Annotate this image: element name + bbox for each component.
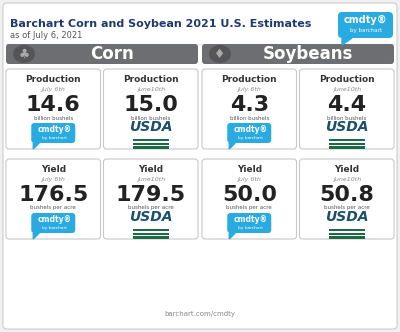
Text: billion bushels: billion bushels [34, 116, 73, 121]
Text: USDA: USDA [325, 120, 368, 134]
Text: June10th: June10th [333, 87, 361, 92]
Text: June10th: June10th [333, 177, 361, 182]
Ellipse shape [209, 45, 231, 63]
Bar [329, 236, 365, 239]
Text: billion bushels: billion bushels [230, 116, 269, 121]
FancyBboxPatch shape [338, 12, 393, 38]
Bar [133, 139, 169, 141]
FancyBboxPatch shape [300, 69, 394, 149]
Text: as of July 6, 2021: as of July 6, 2021 [10, 31, 82, 40]
Polygon shape [33, 233, 39, 239]
FancyBboxPatch shape [202, 159, 296, 239]
Polygon shape [229, 143, 235, 149]
Ellipse shape [13, 45, 35, 63]
Polygon shape [33, 143, 39, 149]
Text: 4.4: 4.4 [327, 95, 366, 115]
Bar [329, 146, 365, 149]
FancyBboxPatch shape [31, 213, 75, 233]
Text: June10th: June10th [137, 177, 165, 182]
Text: ♦: ♦ [214, 47, 226, 60]
Text: Production: Production [123, 74, 178, 84]
Text: cmdty®: cmdty® [37, 215, 71, 224]
FancyBboxPatch shape [202, 69, 296, 149]
Bar [329, 229, 365, 231]
Text: Yield: Yield [334, 164, 359, 174]
Text: bushels per acre: bushels per acre [128, 206, 174, 210]
Text: cmdty®: cmdty® [344, 15, 387, 25]
FancyBboxPatch shape [6, 69, 100, 149]
Bar [329, 143, 365, 145]
FancyBboxPatch shape [300, 159, 394, 239]
Bar [133, 229, 169, 231]
Text: billion bushels: billion bushels [327, 116, 366, 121]
FancyBboxPatch shape [6, 44, 198, 64]
Text: Soybeans: Soybeans [263, 45, 353, 63]
Text: by barchart: by barchart [238, 136, 263, 140]
Text: Yield: Yield [237, 164, 262, 174]
Text: July 6th: July 6th [41, 87, 65, 92]
Text: Production: Production [222, 74, 277, 84]
Text: bushels per acre: bushels per acre [30, 206, 76, 210]
Text: Yield: Yield [138, 164, 163, 174]
Text: ♣: ♣ [18, 47, 30, 60]
Text: July 6th: July 6th [237, 177, 261, 182]
Text: July 6th: July 6th [237, 87, 261, 92]
Bar [329, 139, 365, 141]
Bar [133, 146, 169, 149]
Text: cmdty®: cmdty® [37, 125, 71, 134]
FancyBboxPatch shape [227, 213, 271, 233]
Text: June10th: June10th [137, 87, 165, 92]
FancyBboxPatch shape [104, 159, 198, 239]
Text: 179.5: 179.5 [116, 185, 186, 205]
Text: Barchart Corn and Soybean 2021 U.S. Estimates: Barchart Corn and Soybean 2021 U.S. Esti… [10, 19, 311, 29]
Bar [133, 233, 169, 235]
Text: 4.3: 4.3 [230, 95, 269, 115]
Bar [133, 143, 169, 145]
FancyBboxPatch shape [104, 69, 198, 149]
Text: USDA: USDA [325, 210, 368, 224]
Text: bushels per acre: bushels per acre [324, 206, 370, 210]
Text: by barchart: by barchart [42, 136, 67, 140]
Bar [329, 233, 365, 235]
Text: July 6th: July 6th [41, 177, 65, 182]
Text: cmdty®: cmdty® [233, 215, 267, 224]
FancyBboxPatch shape [6, 159, 100, 239]
FancyBboxPatch shape [227, 123, 271, 143]
Polygon shape [229, 233, 235, 239]
Text: Production: Production [26, 74, 81, 84]
Text: Yield: Yield [41, 164, 66, 174]
Text: by barchart: by barchart [350, 28, 382, 33]
Text: billion bushels: billion bushels [131, 116, 170, 121]
Text: 50.0: 50.0 [222, 185, 277, 205]
Text: 50.8: 50.8 [319, 185, 374, 205]
FancyBboxPatch shape [202, 44, 394, 64]
Text: Corn: Corn [90, 45, 134, 63]
Bar [133, 236, 169, 239]
FancyBboxPatch shape [3, 3, 397, 329]
Text: cmdty®: cmdty® [233, 125, 267, 134]
Text: USDA: USDA [129, 120, 172, 134]
Text: 176.5: 176.5 [18, 185, 88, 205]
Polygon shape [342, 38, 352, 45]
Text: bushels per acre: bushels per acre [226, 206, 272, 210]
FancyBboxPatch shape [31, 123, 75, 143]
Text: Production: Production [319, 74, 374, 84]
Text: 15.0: 15.0 [123, 95, 178, 115]
Text: barchart.com/cmdty: barchart.com/cmdty [164, 311, 236, 317]
Text: by barchart: by barchart [238, 226, 263, 230]
Text: by barchart: by barchart [42, 226, 67, 230]
Text: 14.6: 14.6 [26, 95, 81, 115]
Text: USDA: USDA [129, 210, 172, 224]
